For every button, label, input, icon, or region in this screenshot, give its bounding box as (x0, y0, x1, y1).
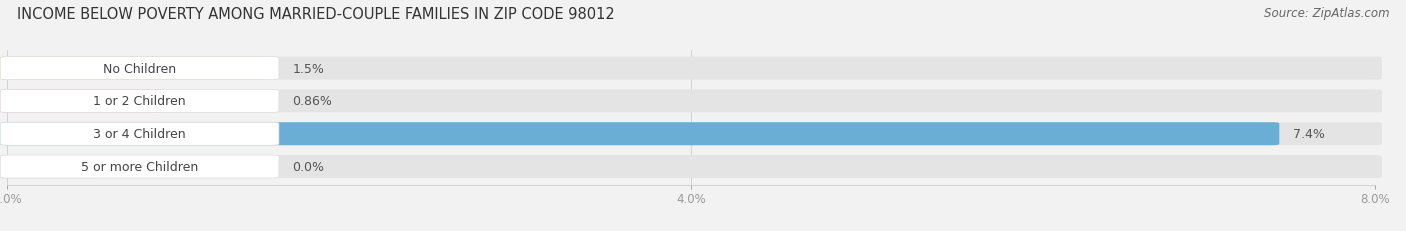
FancyBboxPatch shape (0, 90, 278, 113)
Text: 1.5%: 1.5% (292, 62, 325, 75)
FancyBboxPatch shape (0, 155, 98, 178)
Text: 7.4%: 7.4% (1294, 128, 1324, 141)
FancyBboxPatch shape (0, 90, 160, 113)
FancyBboxPatch shape (0, 155, 1382, 178)
FancyBboxPatch shape (0, 123, 1279, 146)
Text: 5 or more Children: 5 or more Children (82, 160, 198, 173)
Text: 3 or 4 Children: 3 or 4 Children (93, 128, 186, 141)
FancyBboxPatch shape (0, 90, 1382, 113)
FancyBboxPatch shape (0, 123, 1382, 146)
Text: No Children: No Children (103, 62, 176, 75)
FancyBboxPatch shape (0, 155, 278, 178)
Text: 0.86%: 0.86% (292, 95, 332, 108)
Text: 1 or 2 Children: 1 or 2 Children (93, 95, 186, 108)
FancyBboxPatch shape (0, 57, 1382, 80)
Text: 0.0%: 0.0% (292, 160, 325, 173)
FancyBboxPatch shape (0, 57, 278, 80)
FancyBboxPatch shape (0, 123, 278, 146)
Text: INCOME BELOW POVERTY AMONG MARRIED-COUPLE FAMILIES IN ZIP CODE 98012: INCOME BELOW POVERTY AMONG MARRIED-COUPL… (17, 7, 614, 22)
FancyBboxPatch shape (0, 57, 270, 80)
Text: Source: ZipAtlas.com: Source: ZipAtlas.com (1264, 7, 1389, 20)
